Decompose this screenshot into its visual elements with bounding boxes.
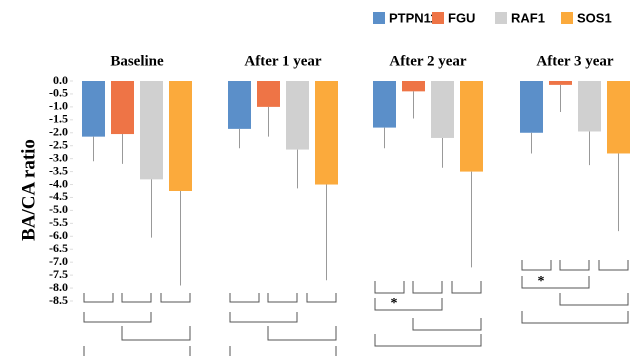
bracket: [229, 293, 260, 303]
bar: [549, 81, 572, 85]
bracket: [83, 312, 152, 323]
bracket: [559, 260, 590, 271]
y-axis-label: BA/CA ratio: [18, 139, 39, 241]
bar: [111, 81, 134, 135]
y-tick-label: -7.0: [49, 254, 68, 268]
bracket: [121, 326, 191, 341]
bar: [315, 81, 338, 185]
y-tick-label: -3.0: [49, 150, 68, 164]
bracket: [83, 346, 191, 356]
bar: [578, 81, 601, 132]
legend-swatch: [561, 12, 573, 24]
y-tick-label: 0.0: [53, 73, 68, 87]
legend-swatch: [432, 12, 444, 24]
bracket: [412, 281, 443, 294]
y-tick-label: -8.5: [49, 293, 68, 307]
y-tick-label: -7.5: [49, 267, 68, 281]
bracket: [521, 276, 590, 289]
y-tick-label: -8.0: [49, 280, 68, 294]
bracket: [521, 260, 552, 271]
y-tick-label: -4.0: [49, 176, 68, 190]
panel-title: Baseline: [110, 53, 164, 69]
bracket: [229, 312, 298, 323]
bracket: [451, 281, 482, 294]
bracket: [267, 293, 298, 303]
bar: [460, 81, 483, 172]
bar: [257, 81, 280, 107]
legend-swatch: [373, 12, 385, 24]
panel-title: After 3 year: [536, 53, 614, 69]
bracket: [160, 293, 191, 303]
bar: [520, 81, 543, 133]
bracket: [229, 346, 337, 356]
bar: [169, 81, 192, 191]
bracket: [306, 293, 337, 303]
bar: [228, 81, 251, 129]
bar: [140, 81, 163, 180]
y-tick-label: -3.5: [49, 163, 68, 177]
bracket: [121, 293, 152, 303]
bar: [607, 81, 630, 154]
bracket: [374, 281, 405, 294]
legend-label: SOS1: [577, 10, 612, 25]
bracket: [374, 298, 443, 311]
y-tick-label: -5.5: [49, 215, 68, 229]
bar: [286, 81, 309, 150]
y-tick-label: -1.0: [49, 99, 68, 113]
bracket: [559, 293, 629, 306]
y-tick-label: -2.0: [49, 125, 68, 139]
bar: [431, 81, 454, 138]
y-tick-label: -4.5: [49, 189, 68, 203]
y-tick-label: -6.0: [49, 228, 68, 242]
bracket: [412, 318, 482, 331]
panel-title: After 1 year: [244, 53, 322, 69]
y-tick-label: -0.5: [49, 86, 68, 100]
significance-mark: *: [538, 274, 545, 289]
legend-label: RAF1: [511, 10, 545, 25]
legend-swatch: [495, 12, 507, 24]
bar: [373, 81, 396, 128]
panel-title: After 2 year: [389, 53, 467, 69]
y-tick-label: -6.5: [49, 241, 68, 255]
y-tick-label: -1.5: [49, 112, 68, 126]
bracket: [267, 326, 337, 341]
bracket: [83, 293, 114, 303]
y-tick-label: -2.5: [49, 137, 68, 151]
significance-mark: *: [391, 296, 398, 311]
bracket: [374, 334, 482, 347]
bracket: [598, 260, 629, 271]
bar: [402, 81, 425, 92]
legend-label: PTPN11: [389, 10, 437, 25]
legend-label: FGU: [448, 10, 475, 25]
y-tick-label: -5.0: [49, 202, 68, 216]
bar: [82, 81, 105, 137]
bracket: [521, 311, 629, 324]
